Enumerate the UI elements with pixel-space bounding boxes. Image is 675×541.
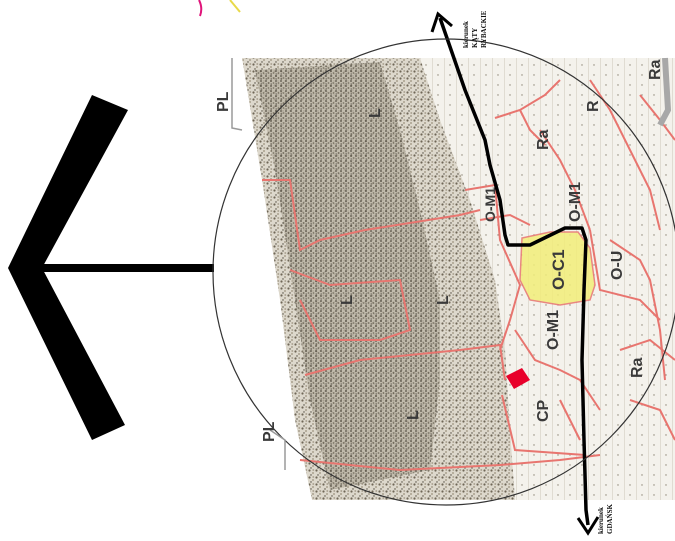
stray-mark-magenta bbox=[198, 0, 203, 17]
zone-label-om1-upper: O-M1 bbox=[567, 182, 584, 222]
zone-label-om1-lower: O-M1 bbox=[545, 310, 562, 350]
side-road bbox=[657, 57, 672, 127]
zone-label-r-top: R bbox=[585, 100, 602, 112]
zone-label-pl-bottom: PL bbox=[261, 421, 278, 442]
zone-label-ra-upper: Ra bbox=[535, 129, 552, 150]
svg-text:RYBACKIE: RYBACKIE bbox=[480, 10, 488, 48]
zone-label-l-bottom: L bbox=[405, 410, 422, 420]
zone-label-om1-small: O-M1 bbox=[482, 187, 498, 222]
north-arrow-icon bbox=[8, 95, 214, 440]
stray-mark-yellow bbox=[229, 0, 241, 13]
zone-label-ou: O-U bbox=[609, 251, 626, 280]
pl-boundary-top bbox=[231, 58, 243, 131]
direction-label-gdansk: kierunek GDAŃSK bbox=[597, 503, 614, 534]
zone-boundaries bbox=[262, 79, 675, 472]
zone-oc1-area bbox=[519, 231, 596, 306]
direction-label-katy: kierunek KĄTY RYBACKIE bbox=[462, 10, 488, 48]
zone-label-cp: CP bbox=[535, 399, 552, 422]
zone-label-oc1: O-C1 bbox=[549, 249, 568, 290]
main-road bbox=[438, 17, 590, 526]
svg-text:GDAŃSK: GDAŃSK bbox=[606, 503, 614, 534]
svg-text:kierunek: kierunek bbox=[597, 507, 605, 534]
svg-text:kierunek: kierunek bbox=[462, 21, 470, 48]
pl-boundary-bottom bbox=[269, 429, 286, 470]
zone-label-l-top: L bbox=[367, 108, 384, 118]
arrow-to-gdansk-icon bbox=[576, 516, 600, 536]
svg-text:KĄTY: KĄTY bbox=[471, 28, 479, 48]
location-marker bbox=[506, 368, 530, 389]
focus-circle bbox=[212, 38, 675, 506]
zone-label-l-mid2: L bbox=[435, 295, 452, 305]
zone-label-l-mid1: L bbox=[339, 295, 356, 305]
arrow-to-katy-icon bbox=[430, 11, 453, 33]
zone-label-pl-top: PL bbox=[215, 91, 232, 112]
zone-label-ra-lower: Ra bbox=[629, 357, 646, 378]
zone-label-ra-top-right: Ra bbox=[647, 59, 664, 80]
